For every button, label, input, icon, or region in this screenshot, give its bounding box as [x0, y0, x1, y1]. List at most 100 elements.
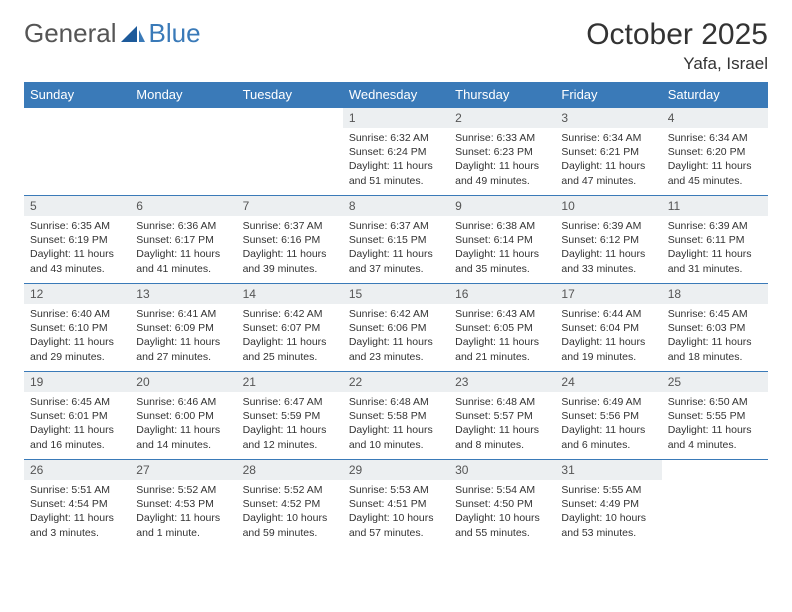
weekday-header: Wednesday: [343, 82, 449, 108]
daylight-text: Daylight: 11 hours and 1 minute.: [136, 511, 230, 539]
calendar-table: Sunday Monday Tuesday Wednesday Thursday…: [24, 82, 768, 548]
calendar-row: 12Sunrise: 6:40 AMSunset: 6:10 PMDayligh…: [24, 284, 768, 372]
day-content: Sunrise: 5:54 AMSunset: 4:50 PMDaylight:…: [449, 480, 555, 544]
calendar-cell: 19Sunrise: 6:45 AMSunset: 6:01 PMDayligh…: [24, 372, 130, 460]
sunset-text: Sunset: 6:07 PM: [243, 321, 337, 335]
sunset-text: Sunset: 6:09 PM: [136, 321, 230, 335]
weekday-header: Thursday: [449, 82, 555, 108]
sunset-text: Sunset: 4:53 PM: [136, 497, 230, 511]
daylight-text: Daylight: 11 hours and 21 minutes.: [455, 335, 549, 363]
sunrise-text: Sunrise: 6:45 AM: [668, 307, 762, 321]
sunset-text: Sunset: 6:20 PM: [668, 145, 762, 159]
daylight-text: Daylight: 11 hours and 39 minutes.: [243, 247, 337, 275]
sunset-text: Sunset: 6:11 PM: [668, 233, 762, 247]
weekday-header: Tuesday: [237, 82, 343, 108]
sunset-text: Sunset: 6:00 PM: [136, 409, 230, 423]
header: General Blue October 2025 Yafa, Israel: [24, 18, 768, 74]
page-title: October 2025: [586, 18, 768, 52]
day-number: 9: [449, 196, 555, 216]
day-content: Sunrise: 6:34 AMSunset: 6:21 PMDaylight:…: [555, 128, 661, 192]
sunset-text: Sunset: 6:17 PM: [136, 233, 230, 247]
calendar-cell: 23Sunrise: 6:48 AMSunset: 5:57 PMDayligh…: [449, 372, 555, 460]
sunset-text: Sunset: 4:51 PM: [349, 497, 443, 511]
weekday-header-row: Sunday Monday Tuesday Wednesday Thursday…: [24, 82, 768, 108]
day-number: 15: [343, 284, 449, 304]
day-number: 21: [237, 372, 343, 392]
calendar-cell: [237, 108, 343, 196]
calendar-cell: 14Sunrise: 6:42 AMSunset: 6:07 PMDayligh…: [237, 284, 343, 372]
day-number: 13: [130, 284, 236, 304]
calendar-cell: 28Sunrise: 5:52 AMSunset: 4:52 PMDayligh…: [237, 460, 343, 548]
daylight-text: Daylight: 11 hours and 19 minutes.: [561, 335, 655, 363]
daylight-text: Daylight: 11 hours and 49 minutes.: [455, 159, 549, 187]
daylight-text: Daylight: 11 hours and 27 minutes.: [136, 335, 230, 363]
calendar-cell: [24, 108, 130, 196]
title-block: October 2025 Yafa, Israel: [586, 18, 768, 74]
day-number: 16: [449, 284, 555, 304]
day-content: Sunrise: 6:42 AMSunset: 6:06 PMDaylight:…: [343, 304, 449, 368]
day-content: Sunrise: 5:51 AMSunset: 4:54 PMDaylight:…: [24, 480, 130, 544]
weekday-header: Friday: [555, 82, 661, 108]
sunrise-text: Sunrise: 6:46 AM: [136, 395, 230, 409]
daylight-text: Daylight: 10 hours and 55 minutes.: [455, 511, 549, 539]
daylight-text: Daylight: 11 hours and 45 minutes.: [668, 159, 762, 187]
day-number: 12: [24, 284, 130, 304]
day-number: 3: [555, 108, 661, 128]
sunset-text: Sunset: 5:57 PM: [455, 409, 549, 423]
day-number: 2: [449, 108, 555, 128]
daylight-text: Daylight: 11 hours and 16 minutes.: [30, 423, 124, 451]
day-number: 27: [130, 460, 236, 480]
day-number: 5: [24, 196, 130, 216]
day-number: 26: [24, 460, 130, 480]
calendar-row: 19Sunrise: 6:45 AMSunset: 6:01 PMDayligh…: [24, 372, 768, 460]
sunrise-text: Sunrise: 5:54 AM: [455, 483, 549, 497]
sunset-text: Sunset: 6:01 PM: [30, 409, 124, 423]
day-number: 28: [237, 460, 343, 480]
day-number: 23: [449, 372, 555, 392]
sunrise-text: Sunrise: 5:52 AM: [243, 483, 337, 497]
sunset-text: Sunset: 4:54 PM: [30, 497, 124, 511]
calendar-cell: 18Sunrise: 6:45 AMSunset: 6:03 PMDayligh…: [662, 284, 768, 372]
sunrise-text: Sunrise: 6:41 AM: [136, 307, 230, 321]
day-content: Sunrise: 5:52 AMSunset: 4:52 PMDaylight:…: [237, 480, 343, 544]
day-content: Sunrise: 6:46 AMSunset: 6:00 PMDaylight:…: [130, 392, 236, 456]
sunrise-text: Sunrise: 5:55 AM: [561, 483, 655, 497]
day-content: Sunrise: 6:33 AMSunset: 6:23 PMDaylight:…: [449, 128, 555, 192]
calendar-row: 5Sunrise: 6:35 AMSunset: 6:19 PMDaylight…: [24, 196, 768, 284]
daylight-text: Daylight: 11 hours and 29 minutes.: [30, 335, 124, 363]
calendar-cell: 6Sunrise: 6:36 AMSunset: 6:17 PMDaylight…: [130, 196, 236, 284]
sunset-text: Sunset: 4:49 PM: [561, 497, 655, 511]
sunrise-text: Sunrise: 6:47 AM: [243, 395, 337, 409]
weekday-header: Monday: [130, 82, 236, 108]
day-content: Sunrise: 6:32 AMSunset: 6:24 PMDaylight:…: [343, 128, 449, 192]
daylight-text: Daylight: 11 hours and 18 minutes.: [668, 335, 762, 363]
day-content: Sunrise: 6:42 AMSunset: 6:07 PMDaylight:…: [237, 304, 343, 368]
day-number: 30: [449, 460, 555, 480]
weekday-header: Sunday: [24, 82, 130, 108]
daylight-text: Daylight: 11 hours and 47 minutes.: [561, 159, 655, 187]
calendar-cell: 25Sunrise: 6:50 AMSunset: 5:55 PMDayligh…: [662, 372, 768, 460]
day-number: 8: [343, 196, 449, 216]
day-content: Sunrise: 6:35 AMSunset: 6:19 PMDaylight:…: [24, 216, 130, 280]
sunrise-text: Sunrise: 6:39 AM: [561, 219, 655, 233]
day-content: Sunrise: 6:34 AMSunset: 6:20 PMDaylight:…: [662, 128, 768, 192]
daylight-text: Daylight: 11 hours and 4 minutes.: [668, 423, 762, 451]
calendar-cell: 31Sunrise: 5:55 AMSunset: 4:49 PMDayligh…: [555, 460, 661, 548]
sunrise-text: Sunrise: 6:40 AM: [30, 307, 124, 321]
calendar-cell: 22Sunrise: 6:48 AMSunset: 5:58 PMDayligh…: [343, 372, 449, 460]
day-number: 17: [555, 284, 661, 304]
sunset-text: Sunset: 6:05 PM: [455, 321, 549, 335]
calendar-cell: 9Sunrise: 6:38 AMSunset: 6:14 PMDaylight…: [449, 196, 555, 284]
day-content: Sunrise: 6:37 AMSunset: 6:16 PMDaylight:…: [237, 216, 343, 280]
day-number: 24: [555, 372, 661, 392]
sunrise-text: Sunrise: 6:43 AM: [455, 307, 549, 321]
sunset-text: Sunset: 6:23 PM: [455, 145, 549, 159]
daylight-text: Daylight: 11 hours and 8 minutes.: [455, 423, 549, 451]
day-number: 6: [130, 196, 236, 216]
daylight-text: Daylight: 11 hours and 31 minutes.: [668, 247, 762, 275]
daylight-text: Daylight: 11 hours and 33 minutes.: [561, 247, 655, 275]
sunrise-text: Sunrise: 5:53 AM: [349, 483, 443, 497]
calendar-cell: 7Sunrise: 6:37 AMSunset: 6:16 PMDaylight…: [237, 196, 343, 284]
day-content: Sunrise: 5:53 AMSunset: 4:51 PMDaylight:…: [343, 480, 449, 544]
calendar-cell: 5Sunrise: 6:35 AMSunset: 6:19 PMDaylight…: [24, 196, 130, 284]
